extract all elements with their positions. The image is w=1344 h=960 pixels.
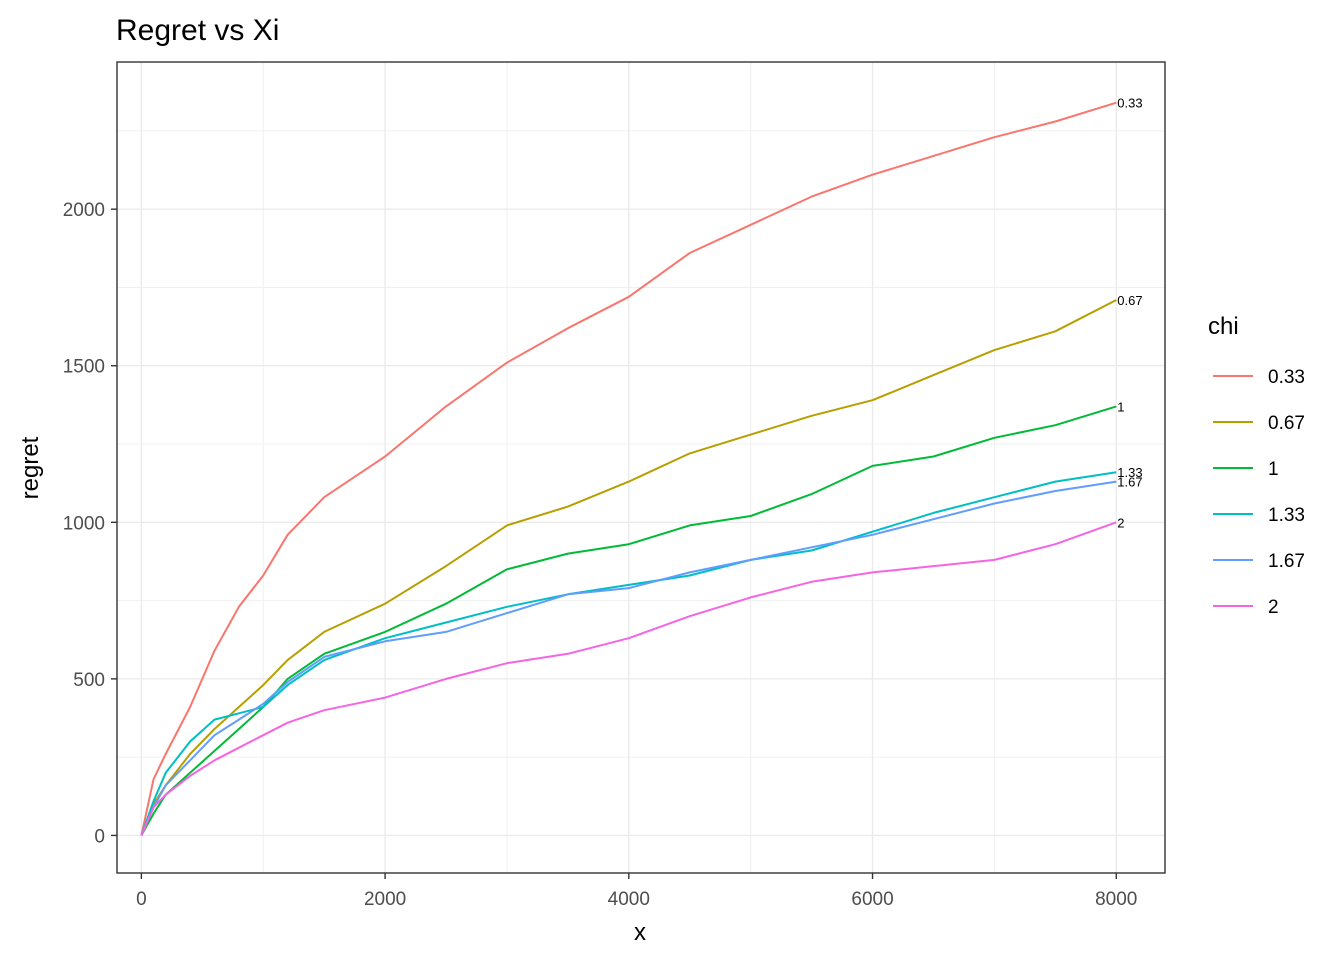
series-end-label-1.67: 1.67 [1117,475,1142,490]
series-end-label-1: 1 [1117,399,1124,414]
series-line-0.67 [140,299,1117,836]
series-end-label-0.33: 0.33 [1117,96,1142,111]
y-axis-title: regret [17,436,44,499]
legend-label-0.33: 0.33 [1268,367,1305,388]
series-end-label-0.67: 0.67 [1117,293,1142,308]
plot-panel [117,62,1165,873]
legend: 0.33 0.67 1 1.33 1.67 2 [1213,367,1305,618]
x-tick-label: 2000 [364,889,406,910]
y-tick-label: 1500 [63,357,105,378]
series-line-0.33 [140,101,1117,836]
legend-label-1.33: 1.33 [1268,505,1305,526]
x-tick-label: 0 [136,889,147,910]
chart-title: Regret vs Xi [116,14,279,47]
x-tick-label: 6000 [851,889,893,910]
plot-border [116,61,1166,874]
series-end-label-1.33: 1.33 [1117,465,1142,480]
series-line-1 [140,405,1117,836]
y-tick-label: 0 [94,826,105,847]
legend-label-2: 2 [1268,597,1279,618]
x-axis-title: x [634,919,646,946]
x-tick-label: 8000 [1095,889,1137,910]
legend-label-1.67: 1.67 [1268,551,1305,572]
legend-label-1: 1 [1268,459,1279,480]
series-line-1.33 [140,471,1117,836]
series-line-2 [140,521,1117,836]
y-tick-label: 500 [73,670,105,691]
legend-title: chi [1208,313,1239,340]
series-line-1.67 [140,480,1117,836]
y-tick-label: 1000 [63,513,105,534]
legend-label-0.67: 0.67 [1268,413,1305,434]
series-end-label-2: 2 [1117,515,1124,530]
y-tick-label: 2000 [63,200,105,221]
x-tick-label: 4000 [608,889,650,910]
